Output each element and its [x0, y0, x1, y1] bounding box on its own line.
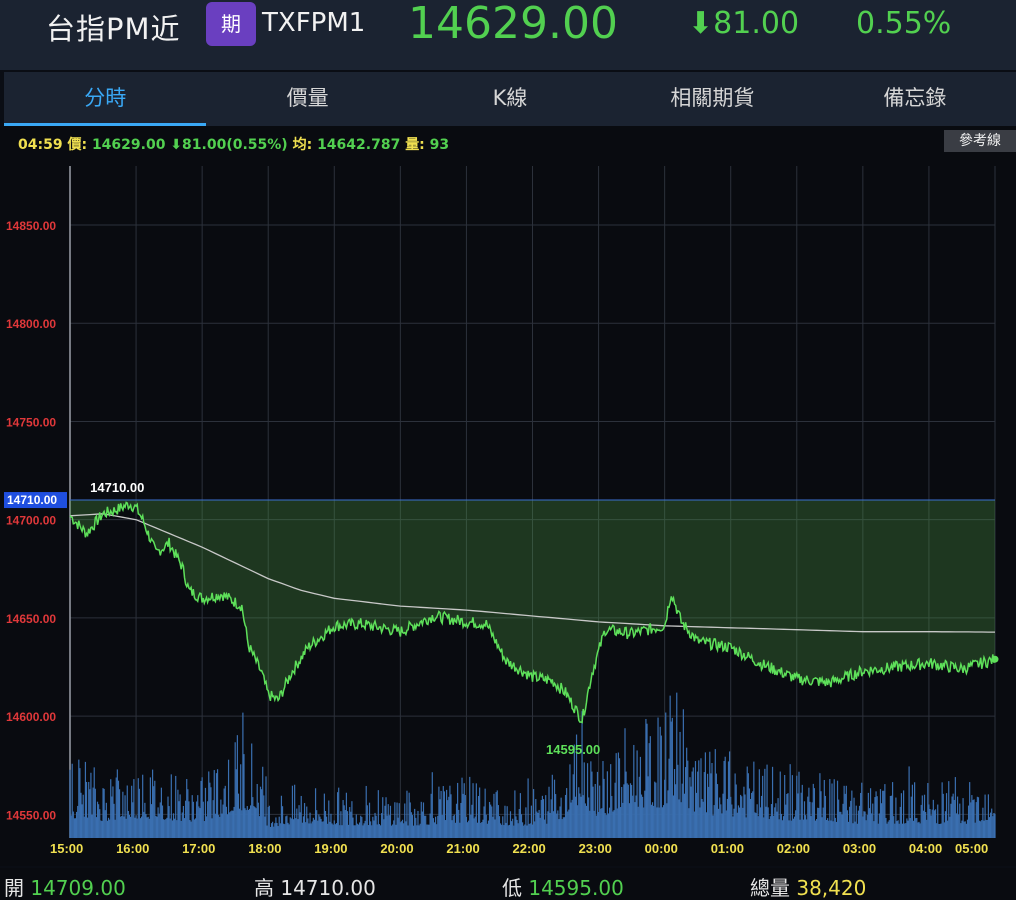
- info-price-label: 價:: [67, 137, 88, 153]
- low-value: 14595.00: [528, 876, 624, 900]
- x-tick-label: 20:00: [380, 841, 413, 856]
- y-tick-label: 14850.00: [6, 219, 56, 233]
- volume-label: 總量: [750, 876, 790, 900]
- low-label: 低: [502, 876, 522, 900]
- volume-value: 38,420: [796, 876, 867, 900]
- reference-price-label: 14710.00: [7, 493, 57, 507]
- chart-tabs: 分時 價量 K線 相關期貨 備忘錄: [4, 72, 1016, 126]
- intraday-chart: 14850.00 14800.00 14750.00 14700.00 14650.00…: [4, 166, 999, 856]
- average-price-line: [69, 513, 995, 633]
- x-tick-label: 04:00: [909, 841, 942, 856]
- info-vol-value: 93: [429, 137, 450, 153]
- tab-4[interactable]: 備忘錄: [883, 86, 947, 110]
- tab-3[interactable]: 相關期貨: [670, 86, 755, 110]
- y-tick-label: 14700.00: [6, 514, 56, 528]
- tab-1[interactable]: 價量: [286, 86, 329, 110]
- high-value: 14710.00: [280, 876, 376, 900]
- x-tick-label: 21:00: [446, 841, 479, 856]
- info-avg-label: 均:: [292, 137, 313, 153]
- x-tick-label: 01:00: [711, 841, 744, 856]
- chart-area: [0, 126, 1016, 866]
- x-tick-label: 19:00: [314, 841, 347, 856]
- down-arrow-icon: ⬇: [688, 6, 714, 41]
- high-label: 高: [254, 876, 274, 900]
- low-stat: 低 14595.00: [502, 872, 624, 900]
- x-tick-label: 18:00: [248, 841, 281, 856]
- open-stat: 開 14709.00: [4, 872, 126, 900]
- instrument-name: 台指PM近: [46, 12, 181, 46]
- last-price: 14629.00: [408, 0, 618, 49]
- volume-stat: 總量 38,420: [750, 872, 866, 900]
- price-area: [70, 500, 995, 723]
- quote-header: 台指PM近 期 TXFPM1 14629.00 ⬇81.00 0.55%: [0, 0, 1016, 70]
- x-tick-label: 17:00: [182, 841, 215, 856]
- x-tick-label: 23:00: [579, 841, 612, 856]
- x-tick-label: 02:00: [777, 841, 810, 856]
- low-annotation: 14595.00: [546, 742, 600, 757]
- chart-info-line: 04:59 價: 14629.00 ⬇81.00(0.55%) 均: 14642…: [18, 134, 449, 154]
- tab-0[interactable]: 分時: [4, 72, 207, 126]
- info-price-value: 14629.00 ⬇81.00(0.55%): [91, 137, 288, 153]
- x-tick-label: 16:00: [116, 841, 149, 856]
- reference-line-button[interactable]: 參考線: [944, 130, 1016, 152]
- tab-2[interactable]: K線: [492, 86, 528, 110]
- y-tick-label: 14750.00: [6, 415, 56, 429]
- y-tick-label: 14800.00: [6, 317, 56, 331]
- reference-price-tag: [4, 492, 67, 509]
- y-tick-label: 14650.00: [6, 612, 56, 626]
- price-change: ⬇81.00: [688, 6, 799, 41]
- high-stat: 高 14710.00: [254, 872, 376, 900]
- info-vol-label: 量:: [405, 137, 425, 153]
- open-label: 開: [4, 876, 24, 900]
- info-avg-value: 14642.787: [317, 137, 401, 153]
- x-tick-label: 05:00: [955, 841, 988, 856]
- summary-bar: 開 14709.00 高 14710.00 低 14595.00 總量 38,4…: [0, 868, 1016, 900]
- y-tick-label: 14600.00: [6, 710, 56, 724]
- x-tick-label: 00:00: [645, 841, 678, 856]
- instrument-code: TXFPM1: [262, 8, 366, 38]
- open-value: 14709.00: [30, 876, 126, 900]
- x-tick-label: 03:00: [843, 841, 876, 856]
- x-tick-label: 22:00: [513, 841, 546, 856]
- info-time: 04:59: [18, 137, 63, 153]
- price-change-value: 81.00: [713, 6, 800, 41]
- high-annotation: 14710.00: [90, 480, 144, 495]
- price-line: [69, 501, 996, 724]
- last-price-dot: [991, 655, 999, 663]
- price-change-percent: 0.55%: [856, 6, 952, 41]
- y-tick-label: 14550.00: [6, 808, 56, 822]
- x-tick-label: 15:00: [50, 841, 83, 856]
- futures-badge: 期: [206, 2, 256, 46]
